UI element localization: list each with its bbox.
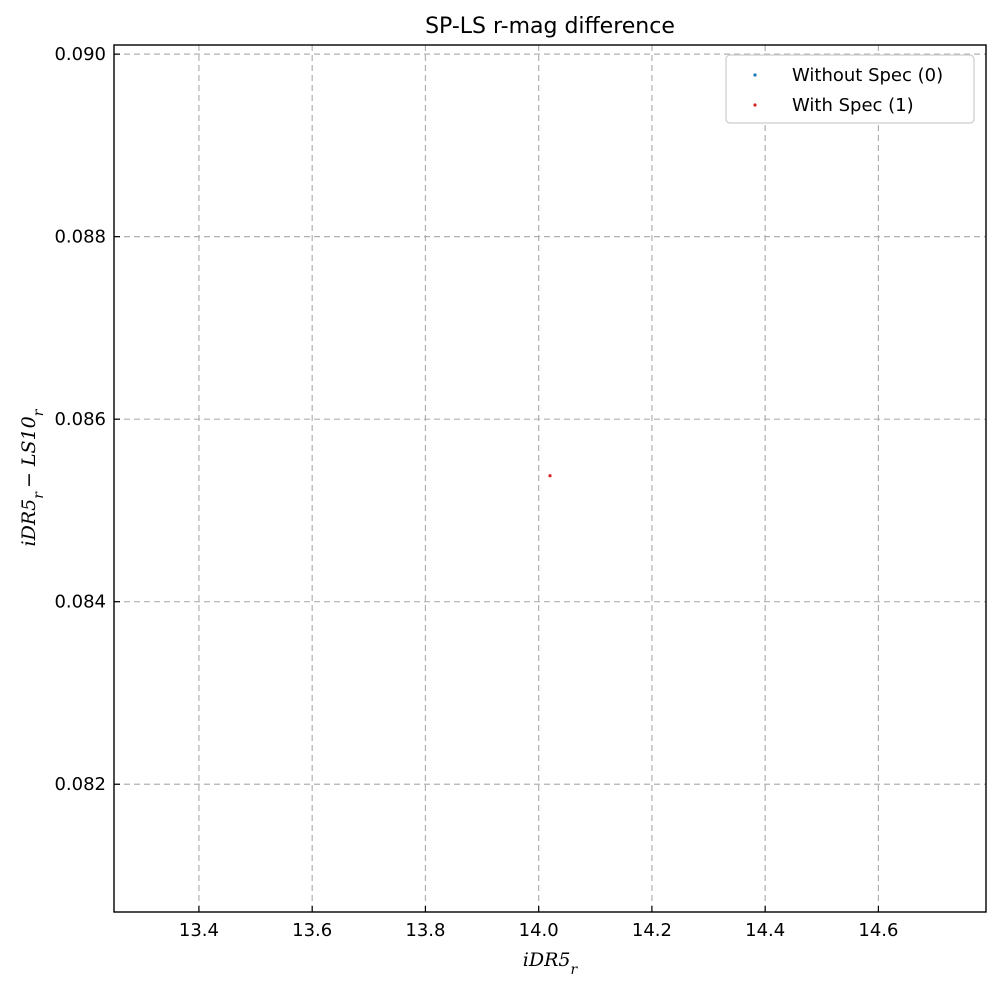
x-axis-label: iDR5r bbox=[523, 949, 579, 978]
y-tick-label: 0.088 bbox=[54, 227, 106, 248]
plot-frame bbox=[113, 44, 987, 913]
x-tick-label: 13.4 bbox=[179, 920, 219, 941]
legend-marker-with-spec bbox=[753, 103, 757, 107]
legend: Without Spec (0) With Spec (1) bbox=[725, 54, 975, 124]
y-tick-label: 0.082 bbox=[54, 774, 106, 795]
x-tick-label: 14.6 bbox=[858, 920, 898, 941]
x-tick-label: 13.6 bbox=[292, 920, 332, 941]
x-tick-label: 14.2 bbox=[632, 920, 672, 941]
legend-label-without-spec: Without Spec (0) bbox=[792, 65, 943, 86]
legend-box bbox=[725, 54, 975, 124]
x-tick-label: 14.0 bbox=[519, 920, 559, 941]
grid-lines bbox=[114, 45, 986, 912]
x-tick-label: 13.8 bbox=[405, 920, 445, 941]
legend-marker-without-spec bbox=[753, 73, 757, 77]
y-tick-label: 0.090 bbox=[54, 44, 106, 65]
legend-label-with-spec: With Spec (1) bbox=[792, 95, 914, 116]
data-points bbox=[548, 474, 552, 478]
y-tick-label: 0.086 bbox=[54, 409, 106, 430]
x-tick-label: 14.4 bbox=[745, 920, 785, 941]
chart-title: SP-LS r-mag difference bbox=[425, 14, 675, 39]
axis-ticks: 13.4 13.6 13.8 14.0 14.2 14.4 14.6 0.082 0.084 0.… bbox=[54, 44, 898, 941]
y-axis-label: iDR5r− LS10r bbox=[18, 408, 47, 546]
y-tick-label: 0.084 bbox=[54, 592, 106, 613]
data-point bbox=[548, 474, 552, 478]
